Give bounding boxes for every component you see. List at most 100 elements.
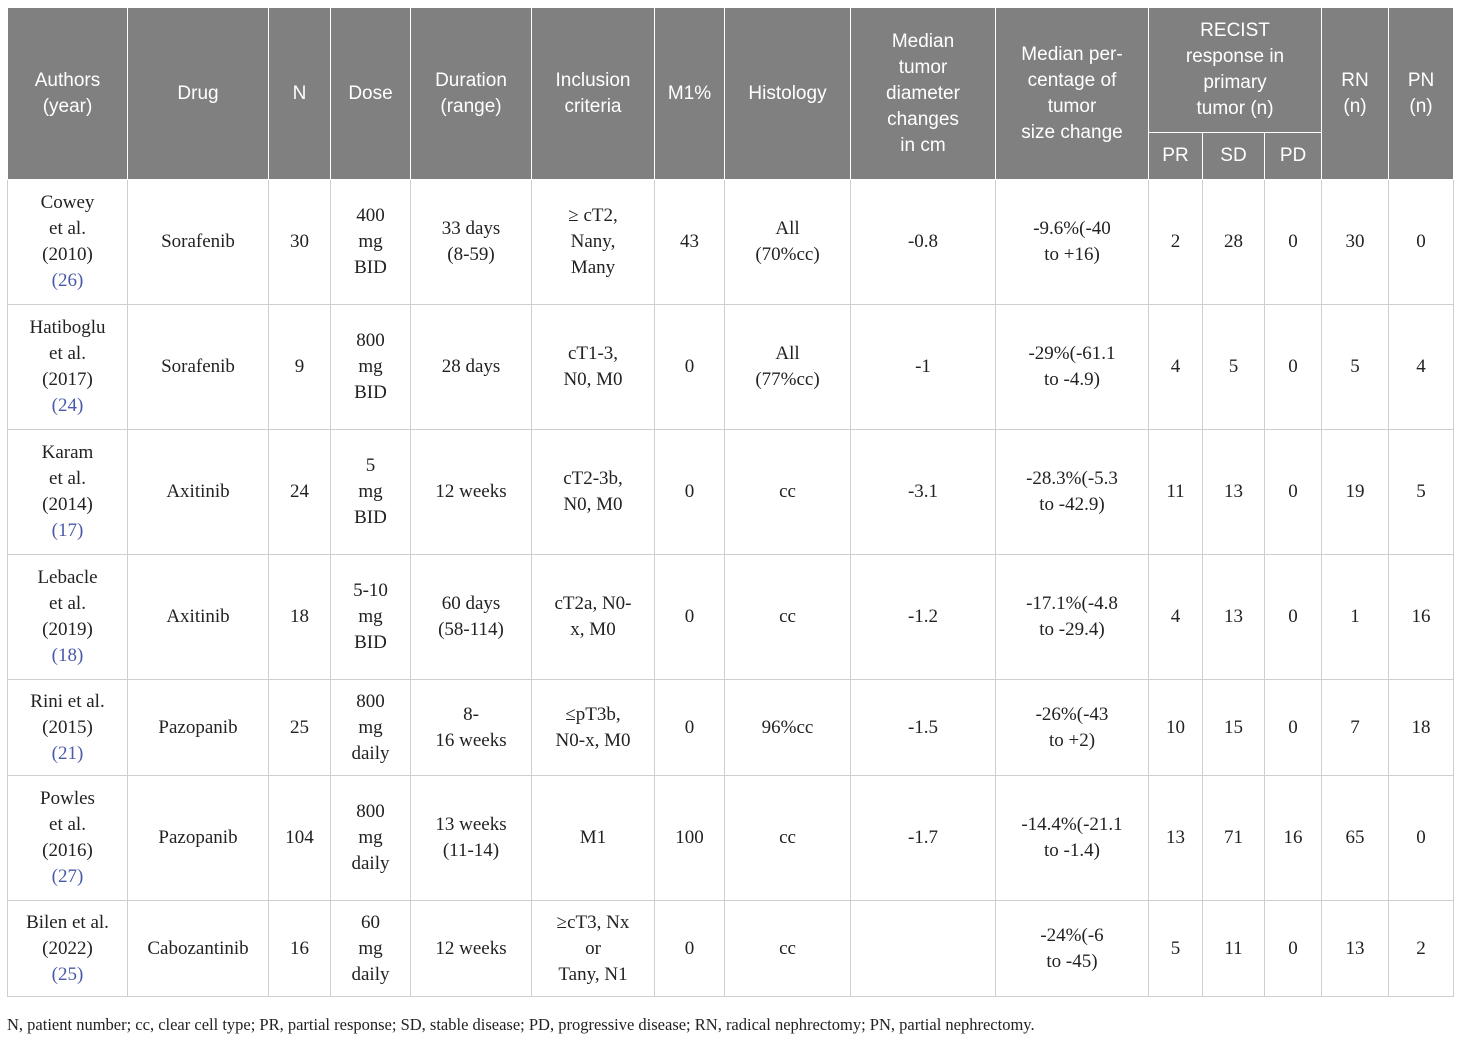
cell-median-percentage: -26%(-43 to +2) — [995, 679, 1149, 776]
cell-dose: 800 mg BID — [330, 304, 411, 430]
table-row: Karam et al. (2014) (17) Axitinib 24 5 mg BID 12 … — [7, 429, 1455, 555]
cell-pr: 4 — [1148, 554, 1203, 680]
cell-dose: 5 mg BID — [330, 429, 411, 555]
cell-median-diameter: -1 — [850, 304, 996, 430]
reference-link[interactable]: (17) — [51, 520, 84, 541]
header-median-diameter: Median tumor diameter changes in cm — [850, 7, 996, 180]
header-sd: SD — [1202, 132, 1265, 180]
cell-histology: cc — [724, 900, 851, 997]
cell-authors: Rini et al. (2015) (21) — [7, 679, 128, 776]
cell-n: 104 — [268, 775, 331, 901]
cell-authors: Karam et al. (2014) (17) — [7, 429, 128, 555]
cell-authors: Hatiboglu et al. (2017) (24) — [7, 304, 128, 430]
cell-duration: 12 weeks — [410, 900, 532, 997]
cell-pd: 0 — [1263, 429, 1323, 555]
cell-pr: 11 — [1148, 429, 1203, 555]
header-dose: Dose — [330, 7, 411, 180]
cell-drug: Pazopanib — [127, 679, 269, 776]
cell-dose: 800 mg daily — [330, 679, 411, 776]
cell-rn: 65 — [1321, 775, 1390, 901]
reference-link[interactable]: (25) — [51, 963, 84, 985]
cell-sd: 13 — [1202, 554, 1265, 680]
cell-duration: 8- 16 weeks — [410, 679, 532, 776]
header-pr: PR — [1148, 132, 1203, 180]
cell-drug: Sorafenib — [127, 304, 269, 430]
cell-n: 30 — [268, 179, 331, 305]
cell-median-diameter: -3.1 — [850, 429, 996, 555]
cell-dose: 800 mg daily — [330, 775, 411, 901]
cell-median-percentage: -24%(-6 to -45) — [995, 900, 1149, 997]
cell-dose: 60 mg daily — [330, 900, 411, 997]
cell-sd: 11 — [1202, 900, 1265, 997]
header-duration: Duration (range) — [410, 7, 532, 180]
reference-link[interactable]: (24) — [51, 395, 84, 416]
reference-link[interactable]: (27) — [51, 866, 84, 887]
cell-median-diameter — [850, 900, 996, 997]
header-authors: Authors (year) — [7, 7, 128, 180]
table-row: Powles et al. (2016) (27) Pazopanib 104 800 mg d… — [7, 775, 1455, 901]
cell-pn: 16 — [1388, 554, 1455, 680]
cell-authors: Lebacle et al. (2019) (18) — [7, 554, 128, 680]
cell-duration: 33 days (8-59) — [410, 179, 532, 305]
header-n: N — [268, 7, 331, 180]
cell-median-diameter: -1.7 — [850, 775, 996, 901]
cell-inclusion: ≥ cT2, Nany, Many — [531, 179, 655, 305]
cell-duration: 60 days (58-114) — [410, 554, 532, 680]
reference-link[interactable]: (18) — [51, 645, 84, 666]
cell-n: 18 — [268, 554, 331, 680]
header-recist: RECIST response in primary tumor (n) — [1147, 7, 1323, 133]
cell-rn: 30 — [1321, 179, 1390, 305]
cell-histology: cc — [724, 775, 851, 901]
reference-link[interactable]: (26) — [51, 270, 84, 291]
cell-drug: Pazopanib — [127, 775, 269, 901]
cell-n: 24 — [268, 429, 331, 555]
table-row: Bilen et al. (2022) (25) Cabozantinib 16 60 mg… — [7, 900, 1455, 997]
cell-histology: cc — [724, 554, 851, 680]
cell-sd: 28 — [1202, 179, 1265, 305]
cell-n: 16 — [268, 900, 331, 997]
cell-inclusion: ≥cT3, Nx or Tany, N1 — [531, 900, 655, 997]
cell-drug: Axitinib — [127, 554, 269, 680]
cell-inclusion: cT1-3, N0, M0 — [531, 304, 655, 430]
header-pn: PN (n) — [1388, 7, 1455, 180]
cell-histology: All (70%cc) — [724, 179, 851, 305]
cell-rn: 13 — [1321, 900, 1390, 997]
header-m1: M1% — [654, 7, 725, 180]
cell-inclusion: cT2-3b, N0, M0 — [531, 429, 655, 555]
cell-duration: 13 weeks (11-14) — [410, 775, 532, 901]
cell-median-percentage: -29%(-61.1 to -4.9) — [995, 304, 1149, 430]
cell-pn: 18 — [1388, 679, 1455, 776]
cell-m1: 0 — [654, 679, 725, 776]
header-histology: Histology — [724, 7, 851, 180]
cell-m1: 0 — [654, 304, 725, 430]
cell-sd: 5 — [1202, 304, 1265, 430]
cell-pn: 0 — [1388, 775, 1455, 901]
cell-inclusion: cT2a, N0- x, M0 — [531, 554, 655, 680]
header-drug: Drug — [127, 7, 269, 180]
cell-pd: 0 — [1263, 304, 1323, 430]
cell-pd: 16 — [1263, 775, 1323, 901]
cell-pr: 13 — [1148, 775, 1203, 901]
header-median-percentage: Median per-centage of tumor size change — [995, 7, 1149, 180]
cell-pn: 2 — [1388, 900, 1455, 997]
cell-pd: 0 — [1263, 179, 1323, 305]
cell-median-diameter: -1.5 — [850, 679, 996, 776]
reference-link[interactable]: (21) — [51, 742, 84, 764]
cell-pn: 4 — [1388, 304, 1455, 430]
cell-pr: 10 — [1148, 679, 1203, 776]
cell-m1: 0 — [654, 900, 725, 997]
cell-drug: Sorafenib — [127, 179, 269, 305]
cell-median-percentage: -28.3%(-5.3 to -42.9) — [995, 429, 1149, 555]
cell-authors: Cowey et al. (2010) (26) — [7, 179, 128, 305]
cell-rn: 1 — [1321, 554, 1390, 680]
cell-duration: 28 days — [410, 304, 532, 430]
cell-inclusion: ≤pT3b, N0-x, M0 — [531, 679, 655, 776]
cell-sd: 15 — [1202, 679, 1265, 776]
cell-rn: 5 — [1321, 304, 1390, 430]
cell-inclusion: M1 — [531, 775, 655, 901]
cell-pd: 0 — [1263, 900, 1323, 997]
cell-n: 25 — [268, 679, 331, 776]
cell-pd: 0 — [1263, 679, 1323, 776]
study-table: Authors (year) Drug N Dose Duration (range… — [7, 7, 1455, 997]
table-footnote: N, patient number; cc, clear cell type; … — [7, 1015, 1035, 1034]
